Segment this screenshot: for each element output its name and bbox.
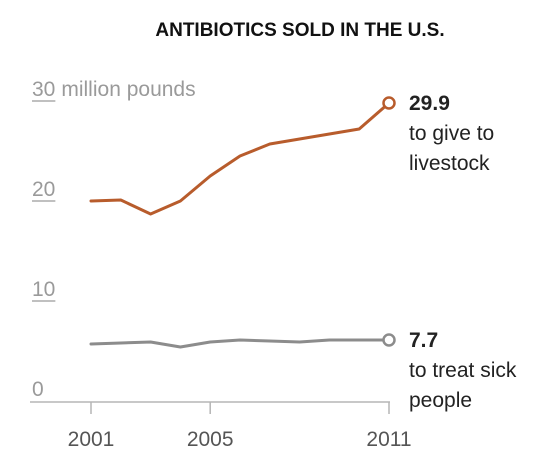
y-tick-label-0: 0 <box>32 378 44 401</box>
series-end-value-sick-people: 7.7 <box>409 329 438 352</box>
series-line-sick-people <box>89 338 391 349</box>
series-line-livestock <box>89 101 391 216</box>
y-tick-label-30: 30 <box>32 78 55 101</box>
chart-title: ANTIBIOTICS SOLD IN THE U.S. <box>155 20 444 41</box>
x-axis: 2001 2005 2011 <box>68 402 412 451</box>
series-label-sick-people-line-2: people <box>409 389 472 412</box>
x-tick-label-2005: 2005 <box>187 428 234 451</box>
x-tick-label-2011: 2011 <box>366 428 411 451</box>
series-end-marker-sick-people <box>382 333 396 347</box>
series-label-sick-people-line-1: to treat sick <box>409 359 517 382</box>
y-tick-label-20: 20 <box>32 178 55 201</box>
series-label-livestock-line-1: to give to <box>409 122 494 145</box>
y-axis: 30 million pounds 20 10 0 <box>32 78 196 401</box>
series-end-value-livestock: 29.9 <box>409 92 450 115</box>
series-end-marker-livestock <box>382 96 396 110</box>
y-unit-label: million pounds <box>61 78 195 101</box>
series-label-livestock-line-2: livestock <box>409 152 490 175</box>
x-tick-label-2001: 2001 <box>68 428 115 451</box>
y-tick-label-10: 10 <box>32 278 55 301</box>
